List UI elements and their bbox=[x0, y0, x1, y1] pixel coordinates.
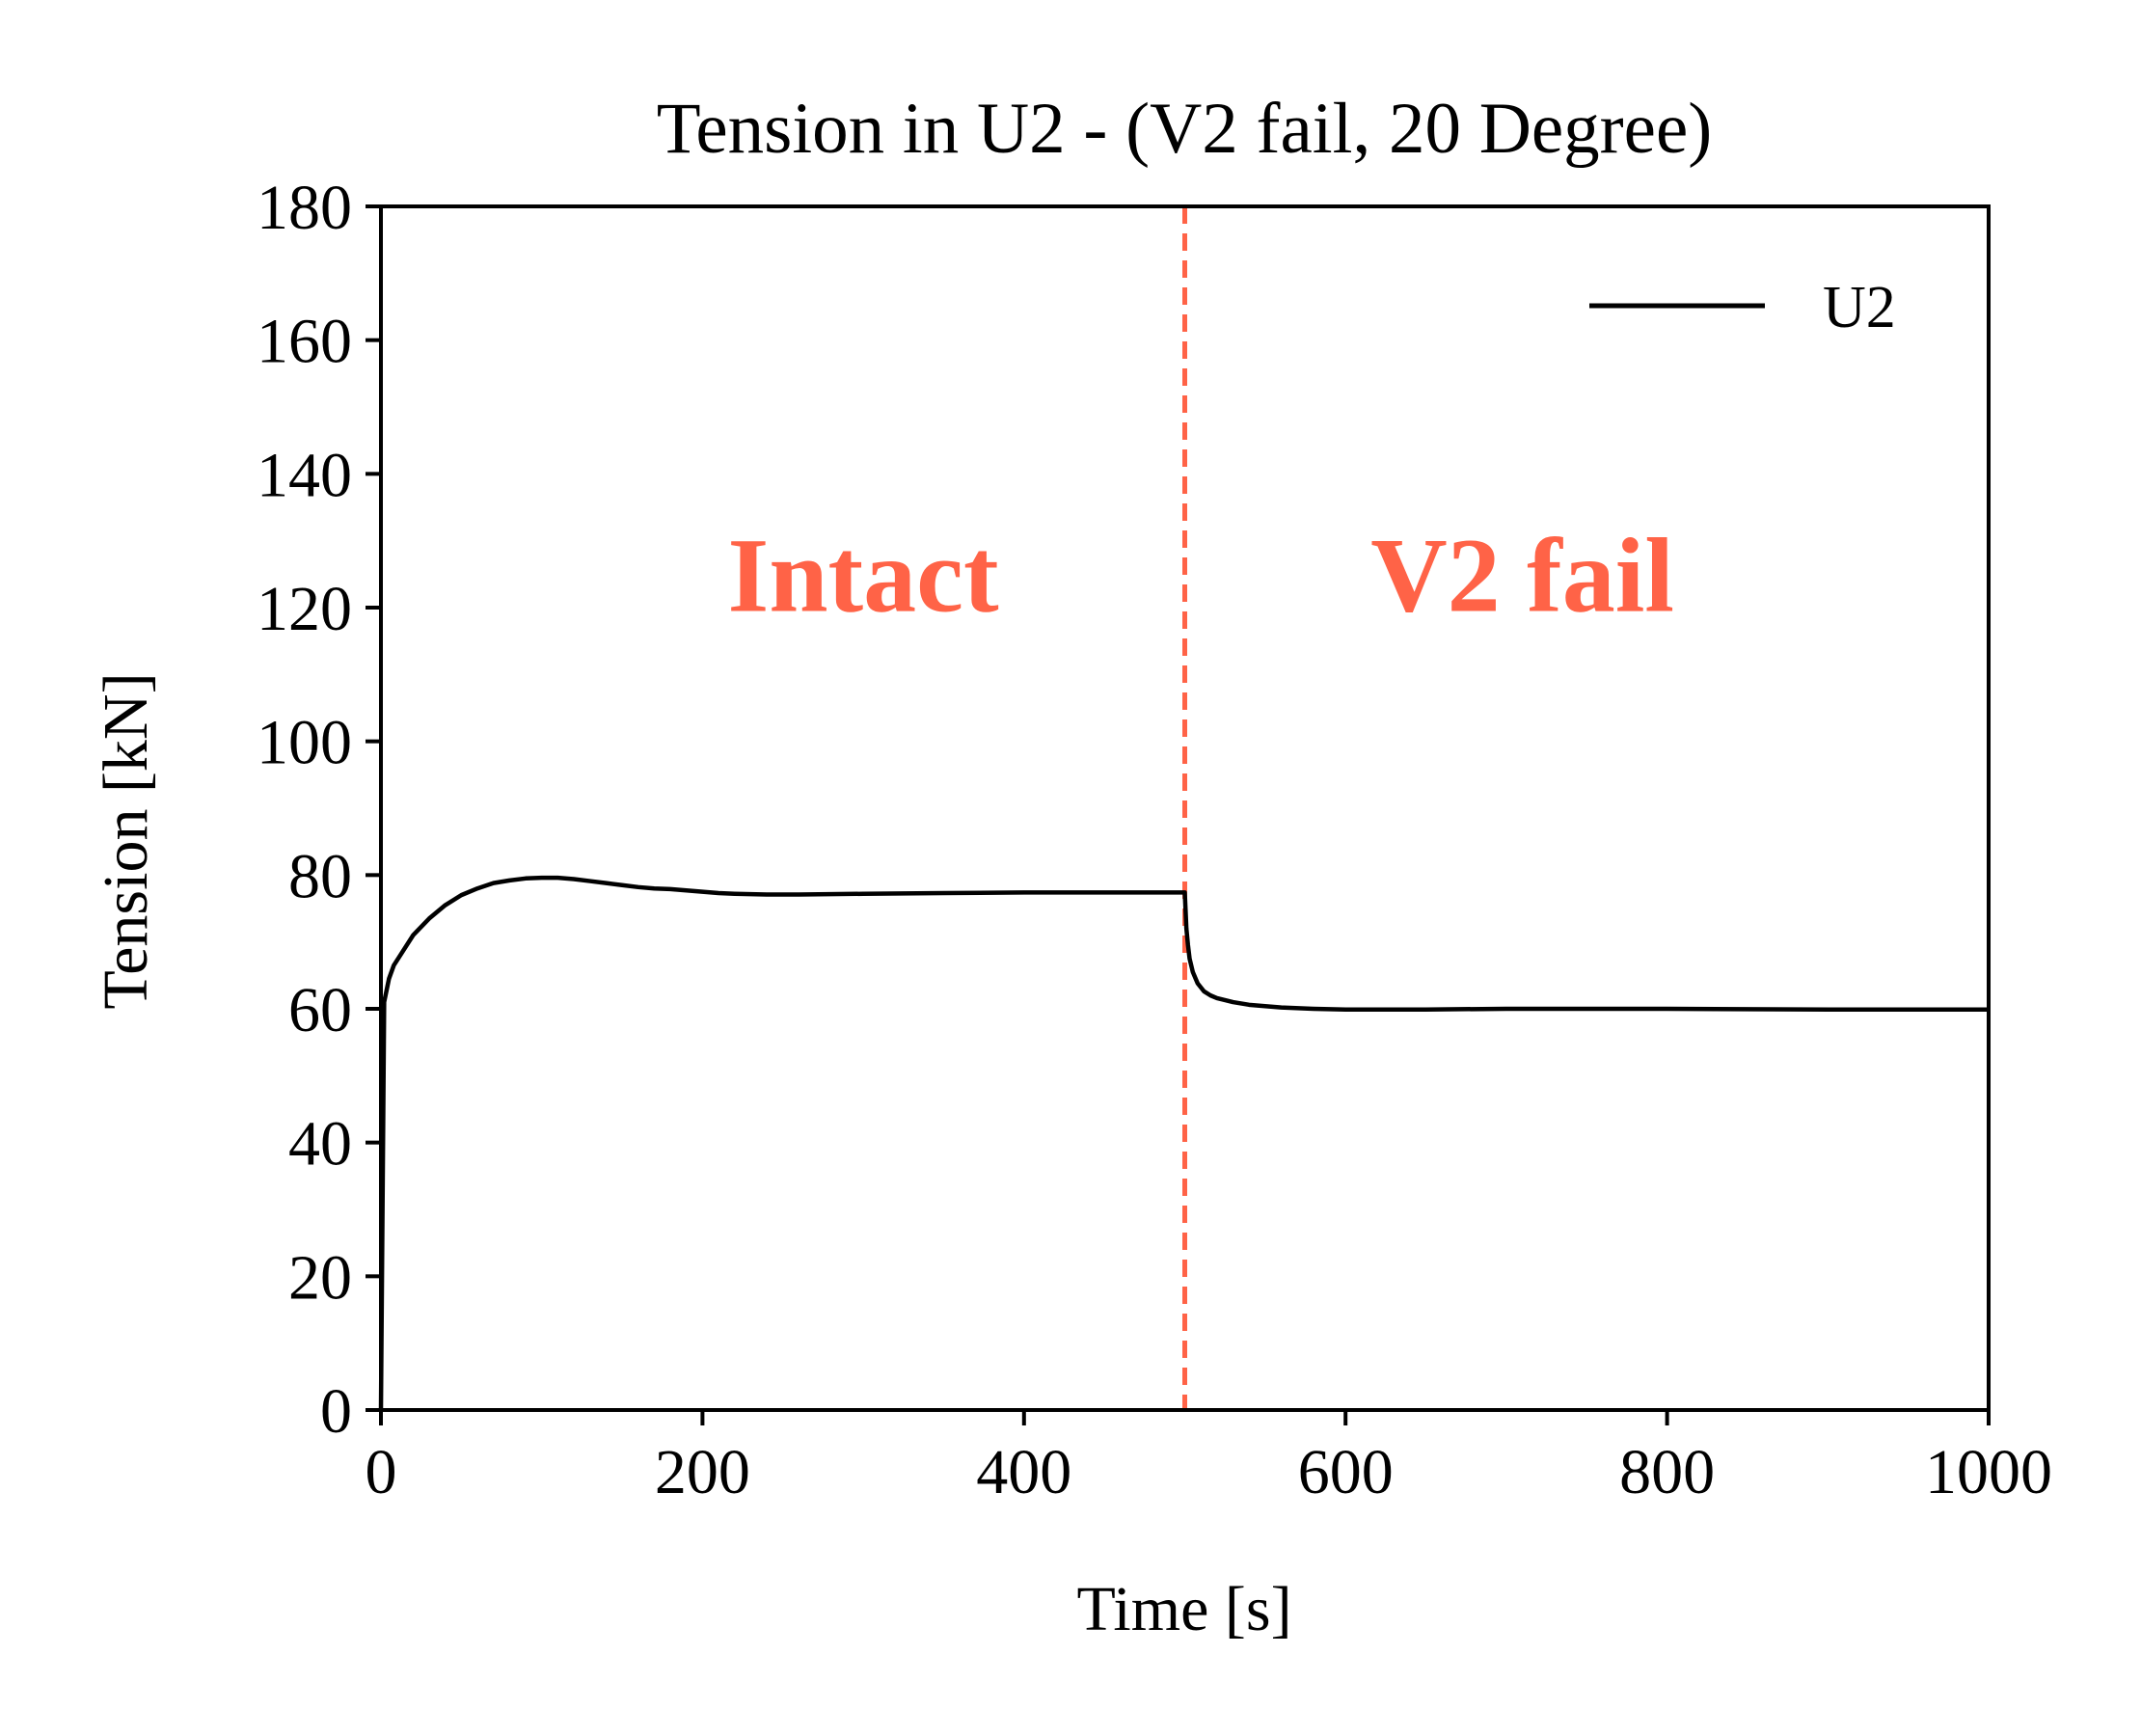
y-tick-label-160: 160 bbox=[257, 307, 352, 377]
x-tick-label-400: 400 bbox=[976, 1437, 1071, 1507]
y-tick-label-120: 120 bbox=[257, 574, 352, 644]
annotation-v2-fail: V2 fail bbox=[1370, 516, 1674, 634]
y-tick-label-100: 100 bbox=[257, 708, 352, 778]
series-line-u2 bbox=[378, 875, 1989, 1411]
y-tick-label-140: 140 bbox=[257, 440, 352, 510]
y-tick-label-0: 0 bbox=[320, 1376, 352, 1447]
x-tick-label-1000: 1000 bbox=[1925, 1437, 2052, 1507]
annotation-intact: Intact bbox=[728, 516, 999, 634]
plot-frame bbox=[379, 204, 1991, 1412]
y-tick-label-60: 60 bbox=[288, 975, 352, 1045]
series-lines bbox=[378, 875, 1989, 1411]
legend: U2 bbox=[1589, 275, 1896, 340]
x-tick-label-0: 0 bbox=[366, 1437, 397, 1507]
x-tick-label-200: 200 bbox=[655, 1437, 750, 1507]
y-tick-label-80: 80 bbox=[288, 841, 352, 911]
legend-label-u2: U2 bbox=[1823, 275, 1896, 340]
chart-title: Tension in U2 - (V2 fail, 20 Degree) bbox=[657, 89, 1712, 169]
annotations: Intact V2 fail bbox=[728, 516, 1674, 634]
y-tick-label-180: 180 bbox=[257, 173, 352, 243]
x-axis-title: Time [s] bbox=[1076, 1574, 1291, 1644]
axes: 0 200 400 600 800 1000 0 20 40 60 80 100 120 140 160 18… bbox=[257, 173, 2052, 1507]
y-axis-title: Tension [kN] bbox=[91, 672, 161, 1009]
x-tick-label-800: 800 bbox=[1619, 1437, 1715, 1507]
y-tick-label-20: 20 bbox=[288, 1242, 352, 1313]
x-tick-label-600: 600 bbox=[1298, 1437, 1394, 1507]
y-tick-label-40: 40 bbox=[288, 1109, 352, 1180]
